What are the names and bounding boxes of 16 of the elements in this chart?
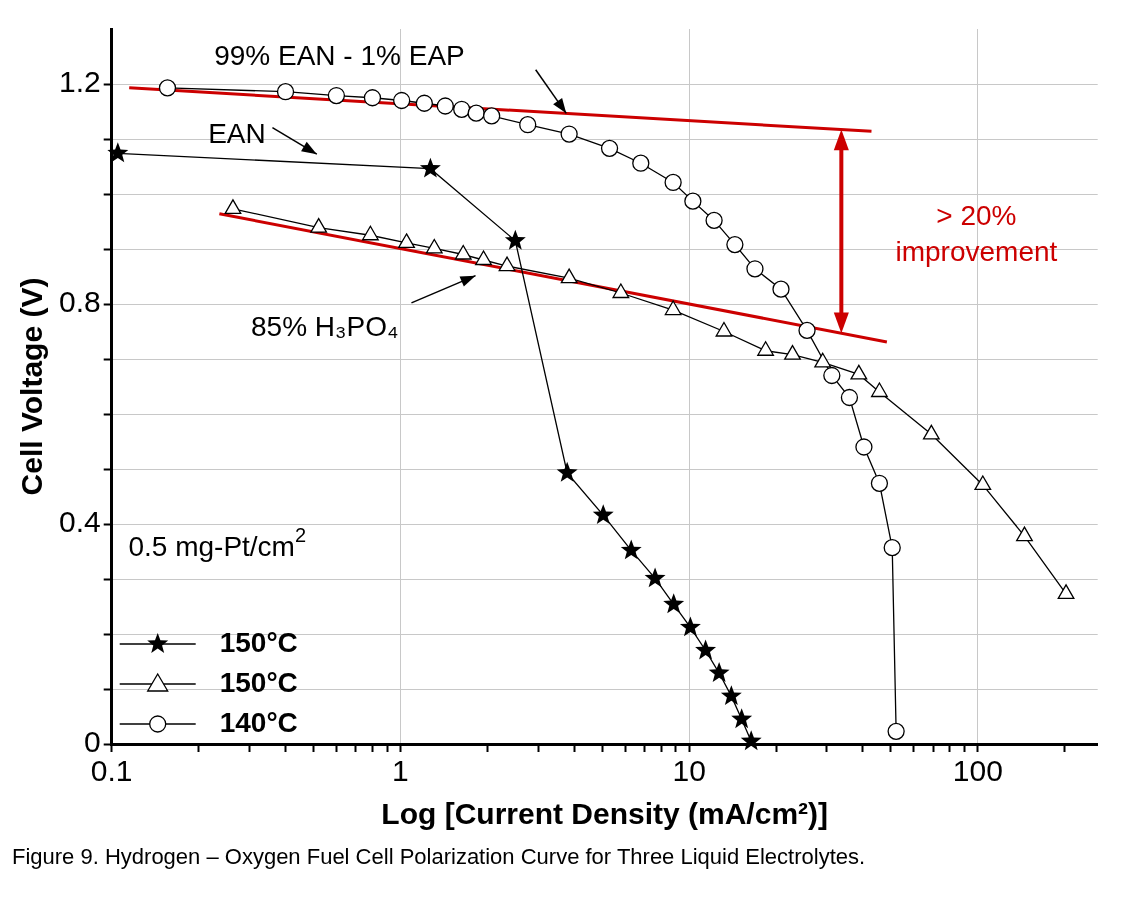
y-tick-label: 0.8 (58, 285, 101, 319)
x-tick-label: 1 (392, 754, 409, 788)
annotation: 85% H₃PO₄ (251, 311, 399, 343)
annotation: > 20% improvement (895, 199, 1058, 267)
annotation: 99% EAN - 1% EAP (214, 40, 465, 72)
legend-label: 140°C (219, 706, 298, 738)
y-axis-title: Cell Voltage (V) (15, 277, 49, 496)
legend-label: 150°C (219, 666, 298, 698)
y-tick-label: 0.4 (58, 505, 101, 539)
x-tick-label: 100 (952, 754, 1003, 788)
x-tick-label: 10 (672, 754, 706, 788)
annotation: EAN (208, 117, 266, 149)
legend-label: 150°C (219, 626, 298, 658)
x-axis-title: Log [Current Density (mA/cm²)] (381, 797, 829, 831)
y-tick-label: 1.2 (58, 65, 101, 99)
caption: Figure 9. Hydrogen – Oxygen Fuel Cell Polarization Curve for Three Liquid Electrolytes. (11, 844, 867, 870)
